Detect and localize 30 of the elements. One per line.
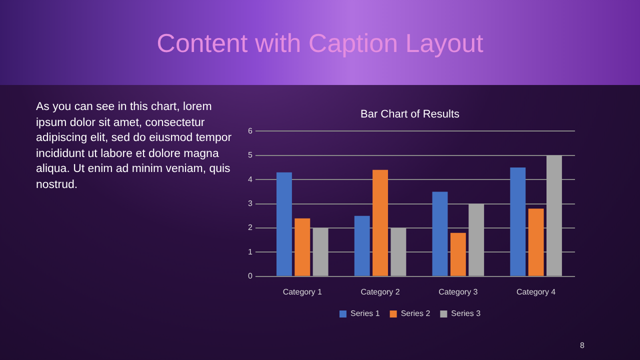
bar [468, 204, 484, 276]
bar [294, 218, 310, 276]
legend-label: Series 3 [451, 309, 482, 318]
y-tick-label: 3 [248, 199, 253, 208]
y-tick-label: 2 [248, 223, 253, 232]
text: 8 [580, 341, 584, 350]
bar [276, 172, 292, 276]
y-tick-label: 5 [248, 150, 253, 160]
legend-label: Series 1 [350, 309, 380, 318]
bar [546, 155, 562, 276]
bar [510, 168, 526, 276]
bar [432, 192, 448, 276]
legend-label: Series 2 [400, 309, 431, 318]
x-tick-label: Category 1 [282, 287, 323, 296]
y-tick-label: 1 [248, 247, 253, 256]
y-tick-label: 4 [248, 174, 253, 184]
x-tick-label: Category 3 [438, 287, 478, 296]
bar [354, 216, 370, 276]
chart-title: Content with Caption Layout [156, 28, 484, 59]
bar [372, 170, 388, 276]
x-tick-label: Category 4 [516, 287, 556, 296]
x-tick-label: Category 2 [360, 287, 400, 296]
bar [390, 228, 406, 276]
y-tick-label: 0 [248, 272, 253, 281]
text: As you can see in this chart, lorem ipsum dolor sit amet, consectetur adipiscing elit, sed do eiusmod tempor incididunt ut labore et dolore magna aliqua. Ut enim ad minim veniam, quis nostrud. [36, 100, 233, 192]
y-tick-label: 6 [248, 126, 253, 136]
chart-subtitle: Bar Chart of Results [360, 108, 460, 121]
bar [528, 208, 544, 276]
bar [450, 232, 466, 276]
bar [312, 228, 328, 276]
